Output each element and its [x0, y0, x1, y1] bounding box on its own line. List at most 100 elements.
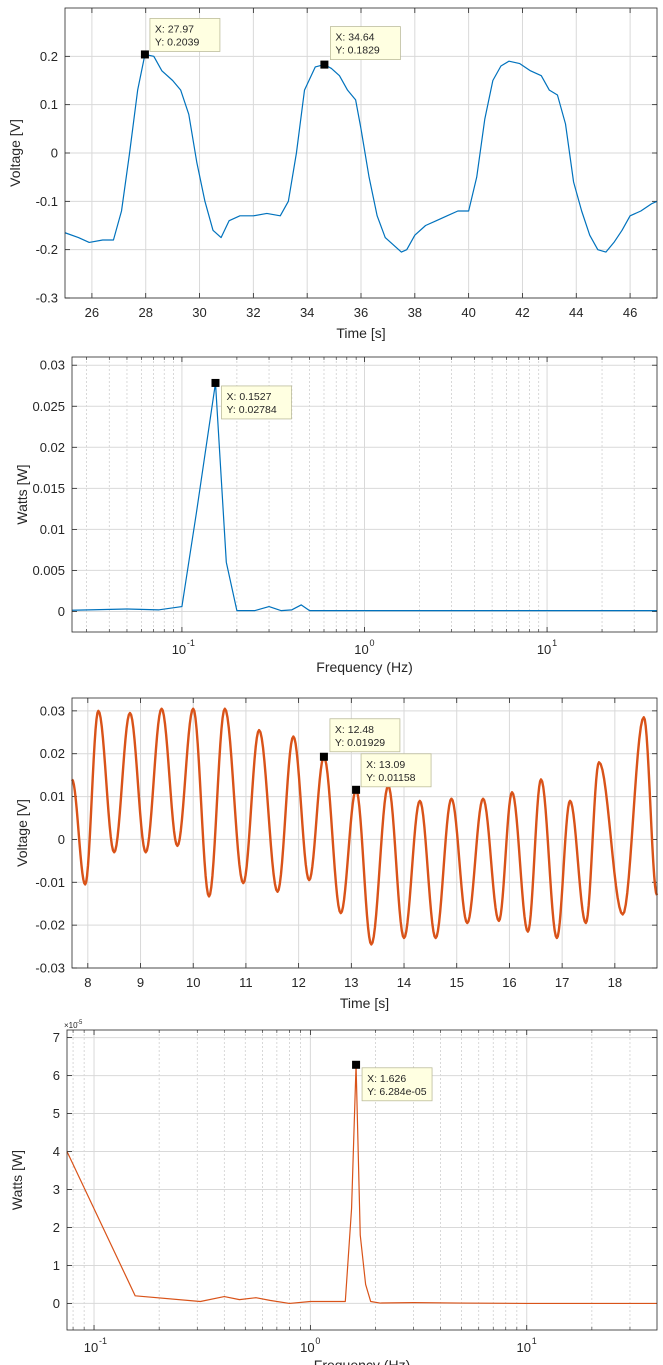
- x-tick-label: 10: [84, 1340, 98, 1355]
- y-tick-label: 7: [53, 1030, 60, 1045]
- y-tick-label: 0.02: [40, 440, 65, 455]
- y-tick-label: 0.025: [32, 399, 65, 414]
- x-tick-label: 17: [555, 975, 569, 990]
- x-tick-label: 8: [84, 975, 91, 990]
- x-tick-label: 12: [291, 975, 305, 990]
- y-axis-label: Voltage [V]: [14, 799, 30, 867]
- x-tick-label: 11: [239, 975, 253, 990]
- datatip-x-text: X: 1.626: [367, 1073, 406, 1085]
- x-tick-label: 13: [344, 975, 358, 990]
- datatip-marker: [140, 50, 149, 59]
- x-tick-label: 10: [172, 642, 186, 657]
- y-tick-label: 0.03: [40, 703, 65, 718]
- x-tick-label: 10: [300, 1340, 314, 1355]
- datatip-marker: [211, 378, 220, 387]
- x-tick-exponent: 1: [532, 1336, 537, 1346]
- x-tick-label: 40: [461, 305, 475, 320]
- datatip-box: [329, 718, 401, 753]
- x-tick-label: 28: [138, 305, 152, 320]
- y-tick-label: 0: [51, 146, 58, 161]
- datatip-y-text: Y: 0.2039: [155, 36, 200, 48]
- datatip-marker: [352, 1060, 361, 1069]
- x-axis-label: Frequency (Hz): [314, 1357, 410, 1365]
- x-tick-label: 38: [408, 305, 422, 320]
- datatip-marker: [320, 60, 329, 69]
- x-tick-exponent: 1: [552, 638, 557, 648]
- x-tick-label: 44: [569, 305, 583, 320]
- y-axis-label: Watts [W]: [14, 464, 30, 524]
- x-tick-label: 14: [397, 975, 411, 990]
- y-tick-label: 2: [53, 1220, 60, 1235]
- datatip-x-text: X: 27.97: [155, 23, 194, 35]
- y-tick-label: 0: [58, 604, 65, 619]
- x-axis-label: Time [s]: [336, 325, 385, 341]
- y-tick-label: 5: [53, 1106, 60, 1121]
- datatip-box: [149, 18, 221, 52]
- y-tick-label: -0.03: [35, 961, 65, 976]
- datatip-x-text: X: 12.48: [335, 724, 374, 736]
- y-tick-label: -0.2: [36, 242, 58, 257]
- datatip-box: [330, 26, 401, 60]
- x-tick-label: 10: [354, 642, 368, 657]
- y-tick-label: 4: [53, 1144, 60, 1159]
- series-line: [66, 1064, 657, 1305]
- y-exponent-label: ×10: [64, 1021, 78, 1030]
- y-tick-label: 0.015: [32, 481, 65, 496]
- x-tick-label: 9: [137, 975, 144, 990]
- x-tick-label: 18: [608, 975, 622, 990]
- y-axis-label: Voltage [V]: [7, 119, 23, 187]
- chart-3: 8 9 10 11 12 13 14 15 16 17 18 -0.03 -0.02 -0.01 0 0.01…: [14, 697, 659, 1011]
- datatip-y-text: Y: 0.01158: [366, 772, 416, 784]
- y-tick-label: -0.1: [36, 194, 58, 209]
- x-tick-label: 26: [85, 305, 99, 320]
- y-tick-label: 3: [53, 1182, 60, 1197]
- x-tick-label: 16: [502, 975, 516, 990]
- chart-2: 10 -1 10 0 10 100.0050.010.0150.020.0250.03Fr…: [14, 356, 658, 675]
- axes-box: [71, 356, 658, 633]
- x-tick-label: 46: [623, 305, 637, 320]
- x-tick-exponent: 0: [315, 1336, 320, 1346]
- datatip-y-text: Y: 0.01929: [335, 737, 385, 749]
- x-tick-exponent: 0: [370, 638, 375, 648]
- x-tick-label: 10: [517, 1340, 531, 1355]
- datatip-x-text: X: 0.1527: [226, 391, 271, 403]
- x-axis-label: Time [s]: [340, 995, 389, 1011]
- datatip-y-text: Y: 0.1829: [335, 45, 380, 57]
- y-tick-label: 0.1: [40, 97, 58, 112]
- y-tick-label: 6: [53, 1068, 60, 1083]
- x-tick-exponent: -1: [187, 638, 195, 648]
- datatip-y-text: Y: 0.02784: [226, 404, 276, 416]
- datatip-marker: [319, 752, 328, 761]
- x-axis-label: Frequency (Hz): [316, 659, 412, 675]
- x-tick-label: 10: [186, 975, 200, 990]
- x-tick-label: 34: [300, 305, 314, 320]
- y-tick-label: 0.02: [40, 746, 65, 761]
- y-tick-label: 0: [53, 1296, 60, 1311]
- x-tick-label: 15: [449, 975, 463, 990]
- y-tick-label: 1: [53, 1258, 60, 1273]
- series-line: [64, 53, 658, 253]
- datatip-marker: [352, 785, 361, 794]
- datatip-x-text: X: 13.09: [366, 759, 405, 771]
- axes-box: [66, 1029, 658, 1331]
- y-tick-label: 0.005: [32, 563, 65, 578]
- y-tick-label: 0.2: [40, 49, 58, 64]
- y-exponent-power: -5: [77, 1020, 83, 1026]
- chart-1: 26 28 30 32 34 36 38 40 42 44 46 -0.3 -0.2 -0.1 0 0.1 0.…: [7, 7, 658, 341]
- series-line: [71, 382, 657, 612]
- y-tick-label: 0.01: [40, 789, 65, 804]
- y-tick-label: -0.3: [36, 291, 58, 306]
- y-tick-label: 0: [58, 832, 65, 847]
- y-tick-label: -0.02: [35, 918, 65, 933]
- axes-box: [64, 7, 658, 299]
- x-tick-label: 36: [354, 305, 368, 320]
- x-tick-exponent: -1: [99, 1336, 107, 1346]
- datatip-box: [361, 1067, 433, 1102]
- y-tick-label: 0.01: [40, 522, 65, 537]
- y-tick-label: 0.03: [40, 358, 65, 373]
- datatip-y-text: Y: 6.284e-05: [367, 1086, 427, 1098]
- datatip-box: [360, 753, 432, 788]
- series-line: [71, 707, 659, 946]
